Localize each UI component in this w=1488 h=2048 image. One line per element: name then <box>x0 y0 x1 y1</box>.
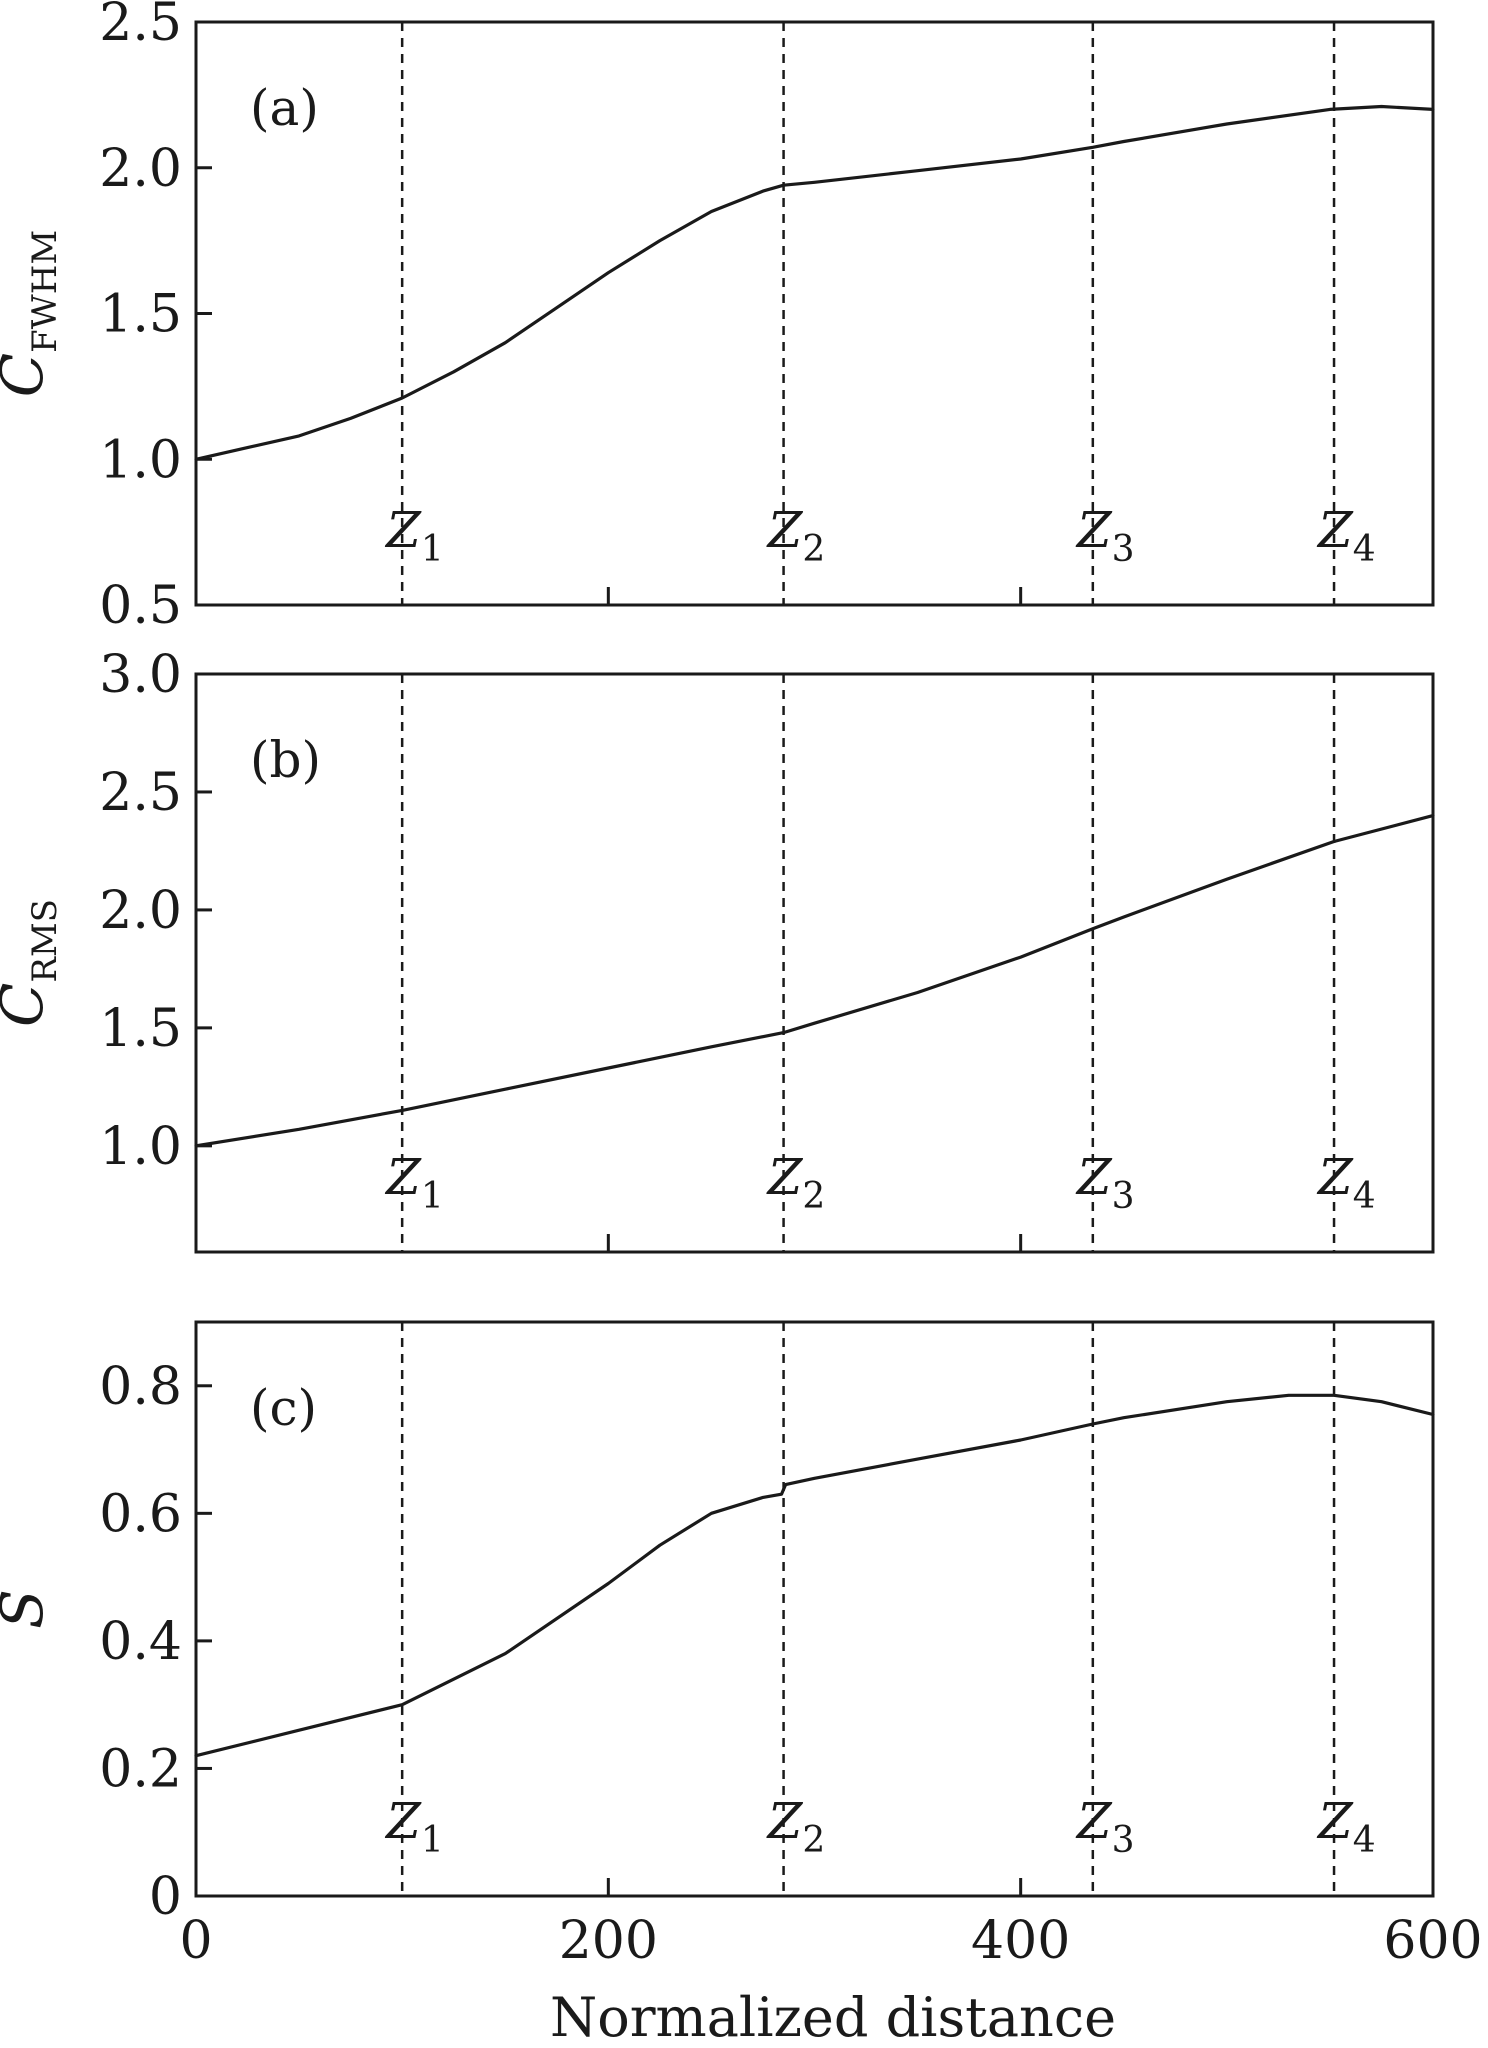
y-axis-title-main: S <box>0 1589 56 1629</box>
y-tick-label: 3.0 <box>99 645 182 705</box>
y-tick-label: 2.5 <box>99 0 182 53</box>
marker-label-main: Z <box>1316 501 1354 559</box>
y-tick-label: 0.4 <box>99 1612 182 1672</box>
marker-label: Z2 <box>766 1792 826 1861</box>
y-axis-title-main: C <box>0 983 56 1027</box>
marker-label-main: Z <box>1075 1792 1113 1850</box>
y-tick-label: 2.5 <box>99 763 182 823</box>
marker-label-sub: 3 <box>1112 1820 1135 1861</box>
y-tick-label: 2.0 <box>99 139 182 199</box>
y-tick-label: 0.2 <box>99 1739 182 1799</box>
marker-label-sub: 1 <box>421 1176 444 1217</box>
y-tick-label: 1.0 <box>99 1117 182 1177</box>
marker-label: Z4 <box>1316 501 1376 570</box>
marker-label: Z3 <box>1075 1148 1135 1217</box>
plot-frame <box>194 1320 1435 1898</box>
x-tick-label: 0 <box>179 1911 212 1971</box>
y-axis-title: S <box>0 1589 56 1629</box>
marker-label-sub: 4 <box>1353 1176 1376 1217</box>
marker-label: Z2 <box>766 1148 826 1217</box>
panel-label: (a) <box>250 79 319 137</box>
y-axis-title: CRMS <box>0 899 65 1027</box>
y-tick-label: 1.5 <box>99 285 182 345</box>
marker-label: Z3 <box>1075 501 1135 570</box>
marker-label-sub: 2 <box>802 1820 825 1861</box>
marker-label-main: Z <box>1316 1792 1354 1850</box>
marker-label-main: Z <box>766 1792 804 1850</box>
marker-label-main: Z <box>384 1792 422 1850</box>
marker-label: Z1 <box>384 501 444 570</box>
marker-label-main: Z <box>384 1148 422 1206</box>
marker-label-sub: 2 <box>802 529 825 570</box>
marker-label: Z4 <box>1316 1792 1376 1861</box>
series-line <box>194 1393 1435 1758</box>
y-tick-label: 1.0 <box>99 430 182 490</box>
y-tick-label: 0.5 <box>99 576 182 636</box>
marker-label-sub: 4 <box>1353 529 1376 570</box>
y-axis-title-main: C <box>0 353 56 397</box>
y-tick-label: 1.5 <box>99 999 182 1059</box>
panel-label: (b) <box>250 731 321 789</box>
marker-label-sub: 2 <box>802 1176 825 1217</box>
marker-label: Z1 <box>384 1148 444 1217</box>
x-tick-label: 200 <box>559 1911 658 1971</box>
y-tick-label: 2.0 <box>99 881 182 941</box>
marker-label-sub: 4 <box>1353 1820 1376 1861</box>
x-axis-title: Normalized distance <box>550 1986 1116 2048</box>
panels: 0.51.01.52.02.5CFWHM(a)Z1Z2Z3Z41.01.52.0… <box>0 0 1483 1971</box>
plot-frame <box>194 672 1435 1254</box>
x-tick-label: 600 <box>1383 1911 1482 1971</box>
series-line <box>194 813 1435 1148</box>
marker-label-main: Z <box>1075 501 1113 559</box>
marker-label-sub: 1 <box>421 1820 444 1861</box>
marker-label-main: Z <box>384 501 422 559</box>
x-tick-label: 400 <box>971 1911 1070 1971</box>
marker-label-sub: 3 <box>1112 1176 1135 1217</box>
marker-label: Z3 <box>1075 1792 1135 1861</box>
y-axis-title-sub: RMS <box>25 899 65 983</box>
marker-label: Z4 <box>1316 1148 1376 1217</box>
series-line <box>194 104 1435 461</box>
marker-label-main: Z <box>1316 1148 1354 1206</box>
marker-label: Z2 <box>766 501 826 570</box>
y-axis-title-sub: FWHM <box>25 230 65 353</box>
marker-label-main: Z <box>766 1148 804 1206</box>
y-tick-label: 0.6 <box>99 1484 182 1544</box>
marker-label-sub: 3 <box>1112 529 1135 570</box>
y-axis-title: CFWHM <box>0 230 65 397</box>
y-tick-label: 0 <box>149 1867 182 1927</box>
marker-label-main: Z <box>1075 1148 1113 1206</box>
y-tick-label: 0.8 <box>99 1357 182 1417</box>
marker-label-main: Z <box>766 501 804 559</box>
panel-label: (c) <box>250 1379 317 1437</box>
marker-label: Z1 <box>384 1792 444 1861</box>
marker-label-sub: 1 <box>421 529 444 570</box>
